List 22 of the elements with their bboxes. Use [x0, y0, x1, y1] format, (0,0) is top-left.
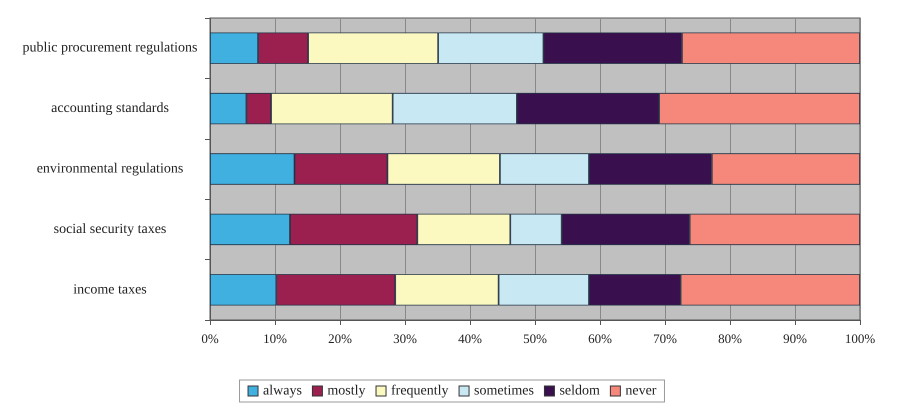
y-tick-label: public procurement regulations — [22, 40, 198, 56]
x-tick-label: 90% — [783, 331, 808, 346]
y-tick-label: environmental regulations — [36, 162, 184, 176]
x-tick-label: 60% — [588, 331, 612, 346]
x-tick-label: 70% — [653, 331, 678, 346]
x-tick-label: 50% — [523, 331, 548, 346]
y-tick-label: social security taxes — [54, 222, 166, 237]
legend-label: frequently — [391, 384, 449, 398]
x-tick-label: 20% — [328, 331, 352, 346]
legend-label: seldom — [559, 384, 600, 398]
legend-label: mostly — [327, 384, 366, 398]
legend-label: sometimes — [474, 384, 534, 398]
x-tick-label: 40% — [458, 331, 482, 346]
x-tick-label: 10% — [263, 331, 288, 346]
legend-label: always — [263, 384, 302, 398]
x-tick-label: 30% — [393, 331, 418, 346]
legend-label: never — [625, 384, 657, 398]
x-tick-label: 80% — [718, 331, 742, 346]
y-tick-label: income taxes — [73, 282, 147, 298]
y-tick-label: accounting standards — [51, 101, 169, 116]
x-tick-label: 100% — [844, 331, 876, 346]
x-tick-label: 0% — [201, 331, 219, 346]
